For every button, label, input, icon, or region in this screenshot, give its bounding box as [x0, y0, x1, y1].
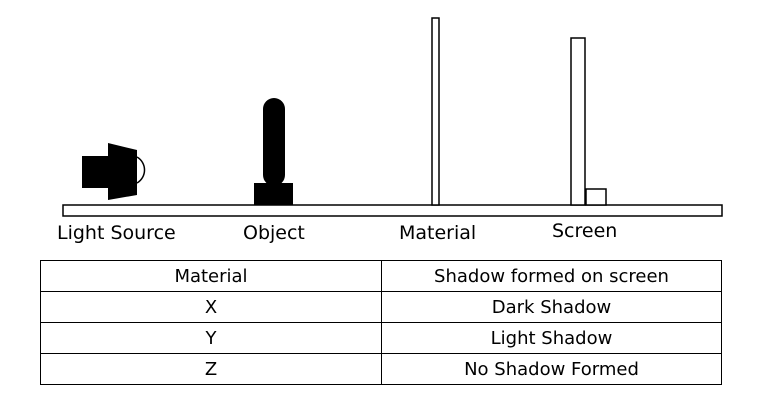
bench-base — [62, 204, 723, 217]
screen-icon — [570, 37, 607, 206]
object-label: Object — [243, 222, 305, 244]
header-shadow: Shadow formed on screen — [381, 260, 722, 292]
table-row: Z No Shadow Formed — [40, 353, 722, 385]
cell-material: Z — [40, 353, 382, 385]
object-icon — [254, 98, 293, 205]
results-table: Material Shadow formed on screen X Dark … — [40, 260, 722, 385]
table-header-row: Material Shadow formed on screen — [40, 260, 722, 292]
cell-shadow: Light Shadow — [381, 322, 722, 354]
experiment-setup-diagram — [62, 17, 723, 217]
cell-shadow: No Shadow Formed — [381, 353, 722, 385]
cell-shadow: Dark Shadow — [381, 291, 722, 323]
light-source-label: Light Source — [57, 222, 176, 244]
material-label: Material — [399, 222, 477, 244]
header-material: Material — [40, 260, 382, 292]
table-row: Y Light Shadow — [40, 322, 722, 354]
light-source-icon — [82, 143, 146, 200]
cell-material: X — [40, 291, 382, 323]
material-panel — [431, 17, 440, 206]
cell-material: Y — [40, 322, 382, 354]
table-row: X Dark Shadow — [40, 291, 722, 323]
screen-label: Screen — [552, 220, 618, 242]
